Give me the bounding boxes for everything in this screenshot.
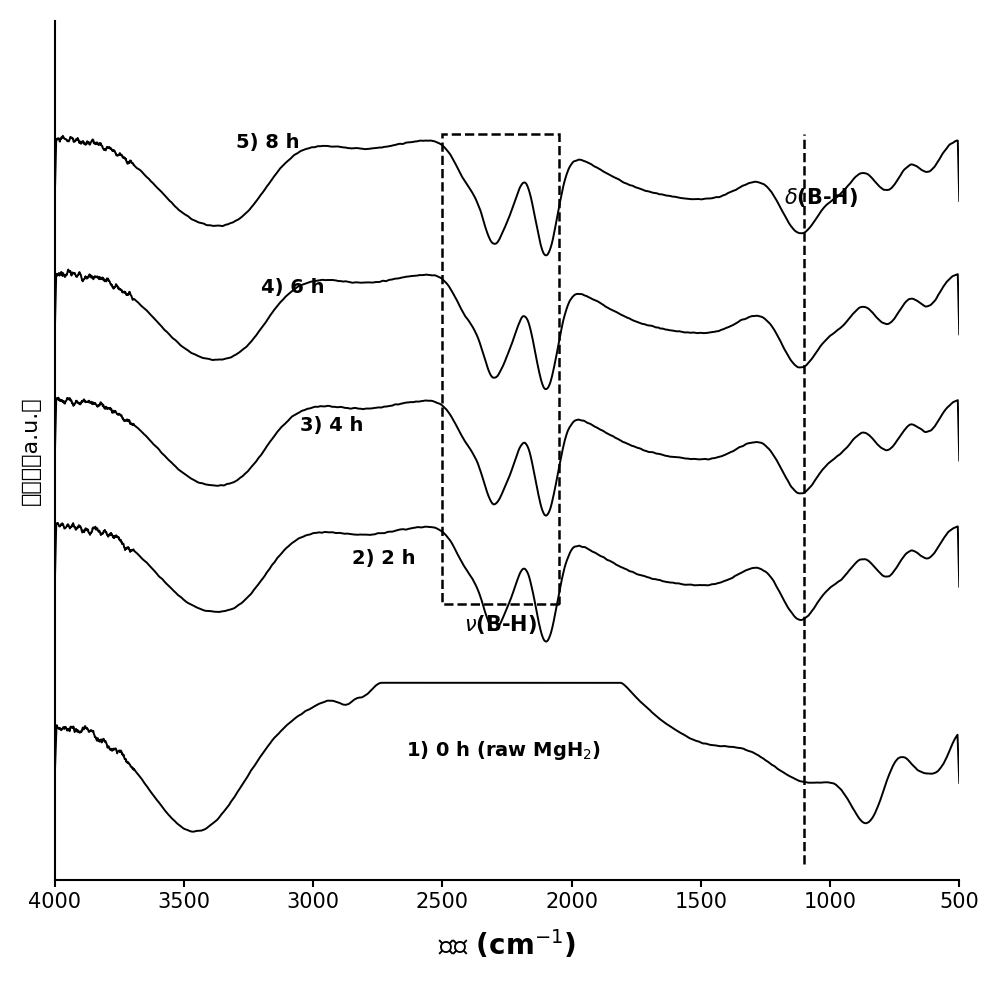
Text: 5) 8 h: 5) 8 h: [236, 133, 299, 151]
Bar: [442, 135, 559, 604]
Text: 1) 0 h (raw MgH$_2$): 1) 0 h (raw MgH$_2$): [406, 738, 601, 762]
Text: 4) 6 h: 4) 6 h: [261, 278, 325, 297]
Text: 3) 4 h: 3) 4 h: [300, 416, 364, 435]
Text: $\delta$(B-H): $\delta$(B-H): [784, 186, 858, 209]
X-axis label: 波数 (cm$^{-1}$): 波数 (cm$^{-1}$): [438, 928, 576, 961]
Text: $\nu$(B-H): $\nu$(B-H): [464, 614, 537, 636]
Text: 2) 2 h: 2) 2 h: [352, 549, 415, 568]
Y-axis label: 透过率（a.u.）: 透过率（a.u.）: [21, 396, 41, 505]
